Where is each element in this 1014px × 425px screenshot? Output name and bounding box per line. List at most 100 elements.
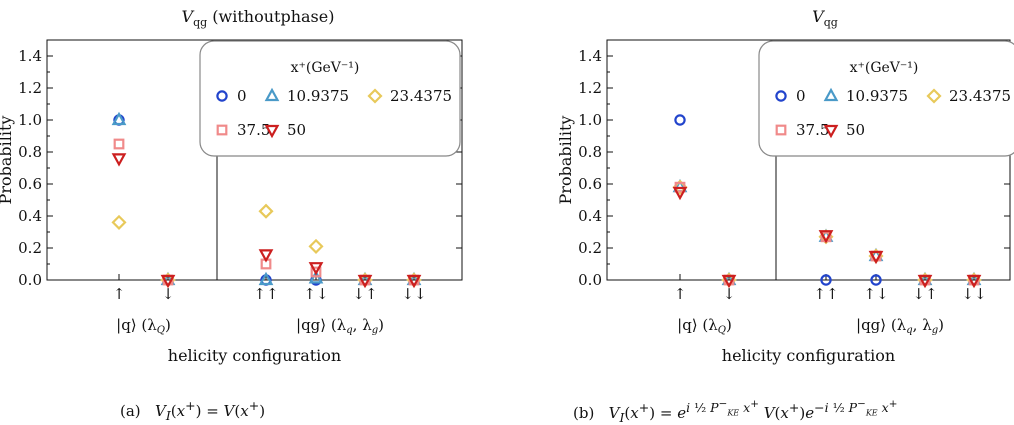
legend-label: 23.4375 xyxy=(390,87,452,105)
y-tick-label: 0.4 xyxy=(578,207,602,225)
point-diamond xyxy=(258,203,274,219)
legend-marker-square xyxy=(216,124,228,136)
caption-b: (b) VI(x+) = ei ½ P−KE x+ V(x+)e−i ½ P−K… xyxy=(573,398,898,425)
plot-frame xyxy=(606,39,1011,281)
legend-label: 23.4375 xyxy=(949,87,1011,105)
legend-label: 0 xyxy=(237,87,247,105)
caption-b-label: (b) xyxy=(573,404,595,423)
point-triangle-down xyxy=(357,274,373,289)
x-tick-label: ↓ xyxy=(723,285,736,303)
sub: q xyxy=(346,325,352,336)
sep: , λ xyxy=(913,316,933,334)
chart-title: Vqg xyxy=(812,7,838,29)
title-subscript: qg xyxy=(193,16,207,29)
plot-frame xyxy=(46,39,463,281)
caption-a: (a) VI(x+) = V(x+) xyxy=(120,398,266,423)
x-tick-label: ↑ xyxy=(113,285,126,303)
legend: x⁺(GeV⁻¹) 0 10.9375 23.4375 37.5 50 xyxy=(199,40,461,157)
legend-marker-diamond xyxy=(367,88,383,104)
legend-marker-triangle-down xyxy=(264,124,280,139)
group-label-qg: |qg⟩ (λq, λg) xyxy=(296,316,384,336)
legend-label: 37.5 xyxy=(796,121,829,139)
title-subscript: qg xyxy=(824,16,838,29)
sub: q xyxy=(906,325,912,336)
sub: g xyxy=(372,325,378,336)
point-triangle-down xyxy=(406,274,422,289)
legend-box xyxy=(758,40,1014,157)
x-tick-label: ↓↓ xyxy=(401,285,426,303)
point-triangle-up xyxy=(258,271,274,286)
legend: x⁺(GeV⁻¹) 0 10.9375 23.4375 37.5 50 xyxy=(758,40,1014,157)
legend-marker-circle xyxy=(775,90,787,102)
group-label-q: |q⟩ (λQ) xyxy=(677,316,732,336)
legend-title: x⁺(GeV⁻¹) xyxy=(291,60,360,76)
legend-label: 10.9375 xyxy=(287,87,349,105)
y-tick-label: 1.0 xyxy=(18,111,42,129)
title-main: V xyxy=(812,7,825,26)
y-tick-label: 1.4 xyxy=(578,47,602,65)
x-tick-label: ↓↑ xyxy=(352,285,377,303)
x-tick-label: ↓↑ xyxy=(912,285,937,303)
point-triangle-up xyxy=(111,111,127,126)
sub: g xyxy=(932,325,938,336)
point-triangle-down xyxy=(721,274,737,289)
y-tick-label: 0.2 xyxy=(578,239,602,257)
x-axis-label: helicity configuration xyxy=(168,346,341,365)
y-tick-label: 1.2 xyxy=(578,79,602,97)
y-tick-label: 1.2 xyxy=(18,79,42,97)
y-tick-label: 1.0 xyxy=(578,111,602,129)
point-triangle-down xyxy=(966,274,982,289)
sub: Q xyxy=(157,325,165,336)
legend-title: x⁺(GeV⁻¹) xyxy=(850,60,919,76)
legend-box xyxy=(199,40,461,157)
group-label-qg: |qg⟩ (λq, λg) xyxy=(856,316,944,336)
point-square xyxy=(113,138,125,150)
title-main: V xyxy=(182,7,195,26)
panel-a: Vqg (withoutphase)0.00.20.40.60.81.01.21… xyxy=(0,7,463,365)
legend-label: 10.9375 xyxy=(846,87,908,105)
point-triangle-down xyxy=(160,274,176,289)
point-diamond xyxy=(111,214,127,230)
sep: , λ xyxy=(353,316,373,334)
x-tick-label: ↑ xyxy=(674,285,687,303)
legend-label: 50 xyxy=(287,121,306,139)
point-triangle-down xyxy=(111,153,127,167)
y-axis-label: Probability xyxy=(556,116,575,205)
point-triangle-down xyxy=(917,274,933,289)
y-tick-label: 0.6 xyxy=(578,175,602,193)
x-tick-label: ↑↓ xyxy=(303,285,328,303)
group-label-q: |q⟩ (λQ) xyxy=(116,316,171,336)
close: ) xyxy=(165,316,171,334)
y-tick-label: 0.8 xyxy=(578,143,602,161)
y-axis-label: Probability xyxy=(0,116,15,205)
point-triangle-down xyxy=(672,186,688,201)
x-axis-label: helicity configuration xyxy=(722,346,895,365)
y-tick-label: 0.8 xyxy=(18,143,42,161)
chart-title: Vqg (withoutphase) xyxy=(182,7,335,29)
point-triangle-down xyxy=(818,230,834,244)
legend-marker-triangle-up xyxy=(264,87,280,102)
y-tick-label: 0.0 xyxy=(18,271,42,289)
title-extra: (withoutphase) xyxy=(207,7,334,26)
point-triangle-down xyxy=(308,262,324,276)
sub: Q xyxy=(718,325,726,336)
x-tick-label: ↑↑ xyxy=(253,285,278,303)
legend-marker-square xyxy=(775,124,787,136)
legend-label: 37.5 xyxy=(237,121,270,139)
point-triangle-down xyxy=(868,250,884,265)
x-tick-label: ↓ xyxy=(162,285,175,303)
point-square xyxy=(310,266,322,278)
y-tick-label: 0.6 xyxy=(18,175,42,193)
caption-a-label: (a) xyxy=(120,402,141,420)
point-circle xyxy=(674,114,686,126)
close: ) xyxy=(378,316,384,334)
close: ) xyxy=(938,316,944,334)
x-tick-label: ↓↓ xyxy=(961,285,986,303)
legend-marker-diamond xyxy=(926,88,942,104)
x-tick-label: ↑↓ xyxy=(863,285,888,303)
legend-marker-circle xyxy=(216,90,228,102)
y-tick-label: 0.4 xyxy=(18,207,42,225)
x-tick-label: ↑↑ xyxy=(813,285,838,303)
point-circle xyxy=(820,274,832,286)
